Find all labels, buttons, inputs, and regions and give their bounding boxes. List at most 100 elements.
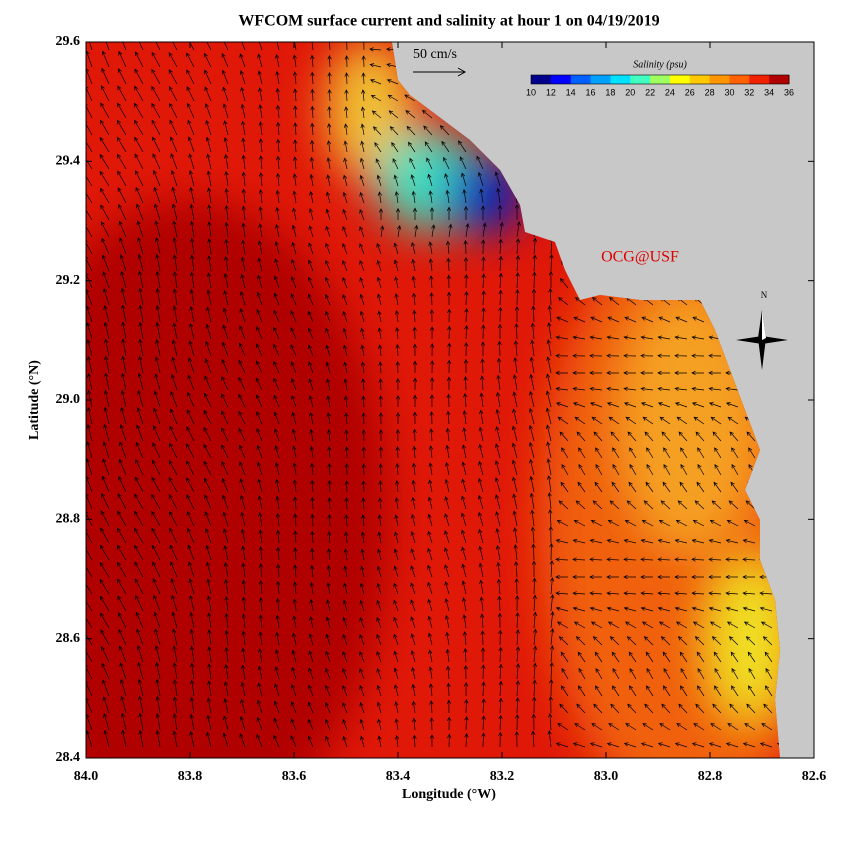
current-arrow [292,462,297,476]
current-arrow [172,713,178,731]
current-arrow [274,258,280,272]
current-arrow [547,304,552,323]
current-arrow [241,239,246,255]
current-arrow [725,591,739,596]
current-arrow [496,187,501,204]
current-arrow [677,500,688,510]
current-arrow [478,460,484,476]
current-arrow [274,683,280,697]
current-arrow [258,138,264,153]
current-arrow [307,344,314,357]
current-arrow [532,679,537,697]
current-arrow [138,355,144,374]
current-arrow [205,340,212,357]
current-arrow [190,679,195,697]
current-arrow [515,288,520,306]
current-arrow [344,497,349,510]
colorbar-tick-label: 12 [546,87,556,97]
current-arrow [607,520,620,527]
current-arrow [152,42,161,51]
colorbar-segment [669,75,691,84]
current-arrow [343,395,349,408]
current-arrow [728,636,739,646]
current-arrow [325,242,331,255]
current-arrow [87,372,93,391]
current-arrow [629,463,637,476]
current-arrow [207,221,212,238]
current-arrow [292,581,298,595]
current-arrow [275,172,281,187]
current-arrow [708,606,722,612]
current-arrow [291,241,297,255]
current-arrow [136,220,144,238]
current-arrow [342,633,348,646]
current-arrow [659,416,671,425]
current-arrow [626,500,637,510]
current-arrow [606,335,620,340]
current-arrow [548,270,554,289]
current-arrow [308,225,314,238]
colorbar-label: Salinity (psu) [633,59,687,70]
current-arrow [186,52,195,68]
current-arrow [464,324,469,340]
current-arrow [359,226,365,238]
current-arrow [274,666,280,680]
current-arrow [188,578,195,595]
current-arrow [429,717,434,731]
current-arrow [412,734,417,748]
current-arrow [725,606,739,612]
current-arrow [447,308,452,323]
current-arrow [257,495,263,510]
current-arrow [481,715,486,731]
current-arrow [326,599,331,612]
current-arrow [153,390,161,408]
current-arrow [589,335,603,340]
current-arrow [116,119,127,136]
current-arrow [221,69,229,85]
current-arrow [103,321,110,340]
current-arrow [342,650,348,663]
current-arrow [729,431,739,442]
current-arrow [171,339,178,357]
current-arrow [496,561,501,578]
current-arrow [134,493,144,510]
current-arrow [240,681,246,697]
current-arrow [327,531,332,544]
current-arrow [117,578,127,595]
current-arrow [151,544,161,561]
current-arrow [100,204,110,221]
current-arrow [395,326,400,340]
current-arrow [444,597,450,612]
current-arrow [644,431,654,442]
current-arrow [187,136,195,153]
current-arrow [378,361,383,374]
current-arrow [530,509,535,527]
current-arrow [461,478,467,493]
current-arrow [479,409,484,425]
current-arrow [549,661,554,680]
current-arrow [759,606,773,612]
current-arrow [428,666,433,680]
current-arrow [572,574,586,580]
current-arrow [512,493,518,510]
current-arrow [205,323,212,340]
current-arrow [151,85,161,102]
current-arrow [206,153,212,170]
current-arrow [557,416,569,425]
current-arrow [258,529,263,544]
current-arrow [674,742,688,748]
current-arrow [118,220,127,238]
current-arrow [224,153,229,170]
current-arrow [310,139,315,153]
current-arrow [171,203,178,221]
current-arrow [765,667,773,680]
current-arrow [135,51,144,68]
current-arrow [293,513,298,527]
current-arrow [119,441,127,459]
colorbar-tick-label: 26 [685,87,695,97]
current-arrow [257,257,263,272]
current-arrow [446,716,452,731]
current-arrow [494,477,501,493]
current-arrow [168,52,178,68]
current-arrow [608,297,620,306]
